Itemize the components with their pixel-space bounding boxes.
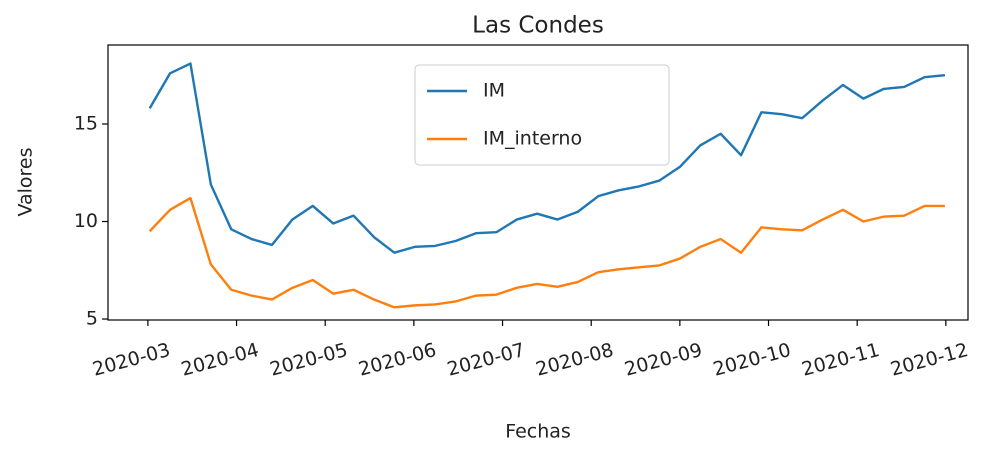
x-tick-label: 2020-04 xyxy=(179,339,261,381)
legend-label: IM xyxy=(483,80,505,102)
x-tick-label: 2020-07 xyxy=(445,339,527,381)
x-tick-label: 2020-10 xyxy=(711,339,793,381)
x-tick-label: 2020-03 xyxy=(90,339,172,381)
plot-frame xyxy=(107,44,969,321)
x-tick-label: 2020-05 xyxy=(268,339,350,381)
y-tick-label: 10 xyxy=(74,210,98,232)
y-tick-label: 5 xyxy=(86,308,98,330)
legend-box xyxy=(414,64,670,166)
legend-label: IM_interno xyxy=(483,128,582,150)
x-tick-label: 2020-06 xyxy=(356,339,438,381)
x-tick-label: 2020-11 xyxy=(800,339,882,381)
x-tick-label: 2020-12 xyxy=(888,339,970,381)
x-tick-label: 2020-08 xyxy=(534,339,616,381)
x-tick-label: 2020-09 xyxy=(622,339,704,381)
series-line xyxy=(148,196,945,309)
y-axis-label: Valores xyxy=(15,147,37,216)
y-tick-label: 15 xyxy=(74,112,98,134)
chart-title: Las Condes xyxy=(472,13,604,39)
x-axis-label: Fechas xyxy=(505,421,571,443)
series-line xyxy=(148,62,946,254)
